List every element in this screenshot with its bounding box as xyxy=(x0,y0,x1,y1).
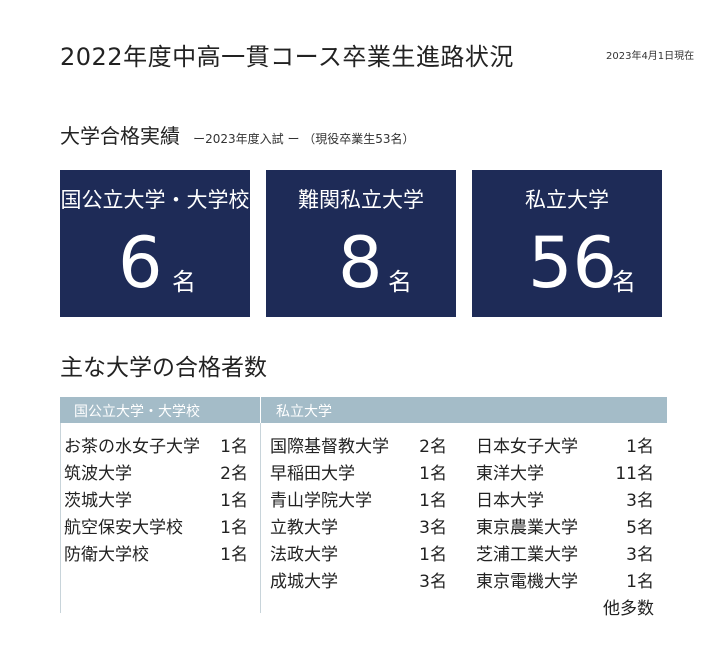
list-item-count: 2名 xyxy=(419,437,447,457)
as-of-date: 2023年4月1日現在 xyxy=(606,51,695,62)
list-item: 国際基督教大学 xyxy=(270,437,389,457)
others-note: 他多数 xyxy=(603,599,654,619)
list-item: 早稲田大学 xyxy=(270,464,355,484)
list-item-count: 3名 xyxy=(626,545,654,565)
box-count: 6 xyxy=(118,222,163,304)
box-unit: 名 xyxy=(172,268,196,296)
private-univ-box: 私立大学 56 名 xyxy=(472,170,662,317)
box-unit: 名 xyxy=(388,268,412,296)
list-item-count: 11名 xyxy=(615,464,654,484)
list-item-count: 1名 xyxy=(419,545,447,565)
list-item: 茨城大学 xyxy=(64,491,132,511)
list-item-count: 1名 xyxy=(220,545,248,565)
list-item: 立教大学 xyxy=(270,518,338,538)
list-item-count: 1名 xyxy=(419,491,447,511)
list-item: 芝浦工業大学 xyxy=(476,545,578,565)
results-heading: 大学合格実績 xyxy=(60,124,180,148)
list-item-count: 5名 xyxy=(626,518,654,538)
list-item: 筑波大学 xyxy=(64,464,132,484)
list-item-count: 1名 xyxy=(626,572,654,592)
list-item: 航空保安大学校 xyxy=(64,518,183,538)
list-item: 防衛大学校 xyxy=(64,545,149,565)
list-item-count: 1名 xyxy=(419,464,447,484)
list-item-count: 3名 xyxy=(419,572,447,592)
list-item: 青山学院大学 xyxy=(270,491,372,511)
national-univ-box: 国公立大学・大学校 6 名 xyxy=(60,170,250,317)
list-item-count: 3名 xyxy=(419,518,447,538)
list-item-count: 2名 xyxy=(220,464,248,484)
list-item-count: 1名 xyxy=(220,491,248,511)
list-item: 東洋大学 xyxy=(476,464,544,484)
box-count: 56 xyxy=(528,222,618,304)
list-item: 法政大学 xyxy=(270,545,338,565)
list-item: 東京農業大学 xyxy=(476,518,578,538)
list-item: お茶の水女子大学 xyxy=(64,437,200,457)
box-label: 私立大学 xyxy=(525,188,609,212)
list-item: 成城大学 xyxy=(270,572,338,592)
left-border xyxy=(60,423,61,613)
list-item-count: 1名 xyxy=(220,518,248,538)
list-item-count: 1名 xyxy=(626,437,654,457)
list-item: 日本大学 xyxy=(476,491,544,511)
top-private-univ-box: 難関私立大学 8 名 xyxy=(266,170,456,317)
list-item: 日本女子大学 xyxy=(476,437,578,457)
box-unit: 名 xyxy=(612,268,636,296)
header-divider xyxy=(260,397,261,423)
page-title: 2022年度中高一貫コース卒業生進路状況 xyxy=(60,43,514,71)
box-count: 8 xyxy=(338,222,383,304)
col-national-header: 国公立大学・大学校 xyxy=(74,404,200,420)
column-divider xyxy=(260,423,261,613)
results-subheading: ー2023年度入試 ー （現役卒業生53名） xyxy=(193,132,415,146)
list-item-count: 1名 xyxy=(220,437,248,457)
box-label: 国公立大学・大学校 xyxy=(60,188,250,212)
box-label: 難関私立大学 xyxy=(298,188,424,212)
results-heading-block: 大学合格実績 ー2023年度入試 ー （現役卒業生53名） xyxy=(60,120,415,149)
list-item: 東京電機大学 xyxy=(476,572,578,592)
list-heading: 主な大学の合格者数 xyxy=(60,355,267,381)
list-header-bar: 国公立大学・大学校 私立大学 xyxy=(60,397,667,423)
col-private-header: 私立大学 xyxy=(276,404,332,420)
list-item-count: 3名 xyxy=(626,491,654,511)
